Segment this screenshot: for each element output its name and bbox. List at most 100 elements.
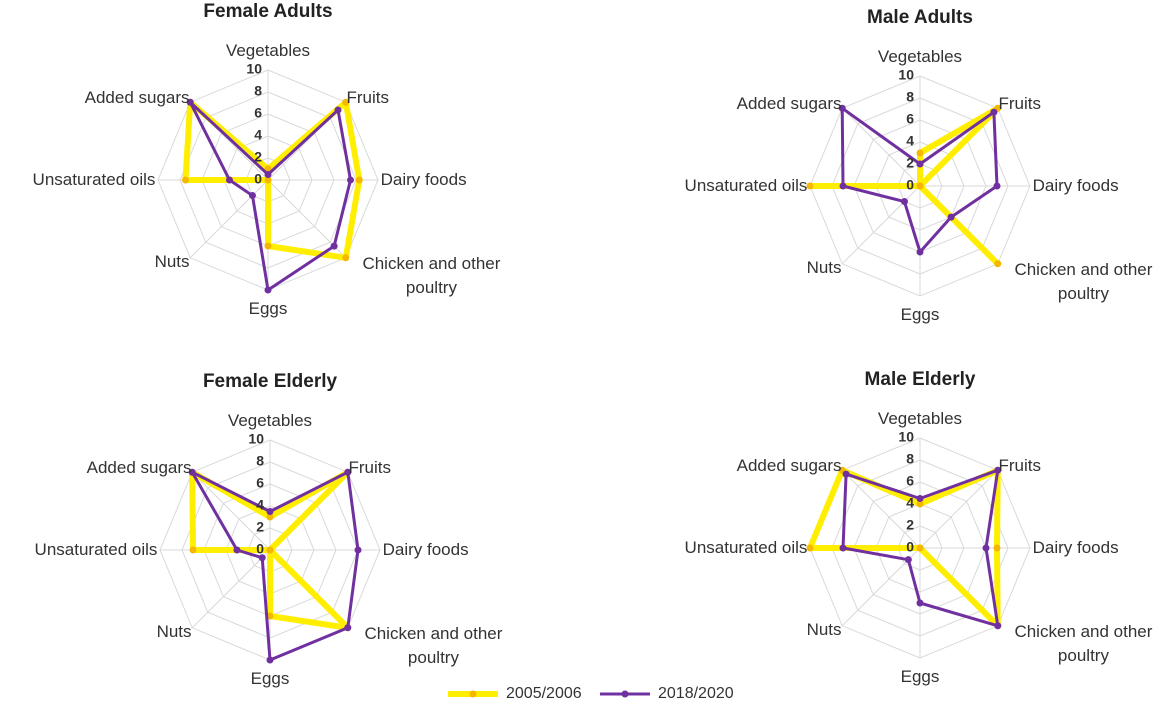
data-point <box>916 149 924 157</box>
category-label: Eggs <box>248 298 288 318</box>
data-point <box>904 556 912 564</box>
category-label: Eggs <box>250 668 290 688</box>
data-point <box>916 599 924 607</box>
data-point <box>330 242 338 250</box>
category-label: Fruits <box>998 93 1041 113</box>
tick-label: 8 <box>254 83 262 99</box>
data-point <box>900 198 908 206</box>
spoke <box>841 185 921 265</box>
category-label-box: Fruits <box>348 458 391 477</box>
data-point <box>266 513 274 521</box>
data-point <box>266 546 274 554</box>
category-label-box: Fruits <box>346 87 389 107</box>
tick-label: 10 <box>898 67 914 83</box>
data-point <box>344 624 352 632</box>
tick-label: 8 <box>906 451 914 467</box>
data-point <box>264 171 272 178</box>
category-label-box: Dairy foods <box>1032 176 1119 195</box>
legend-label: 2005/2006 <box>506 685 582 702</box>
tick-label: 10 <box>248 431 264 447</box>
data-point <box>916 248 924 256</box>
spoke <box>919 469 999 549</box>
data-point <box>182 176 189 184</box>
data-point <box>916 544 924 552</box>
category-label: Chicken and other poultry <box>364 624 503 668</box>
category-label-box: Unsaturated oils <box>685 176 808 195</box>
data-point <box>916 182 924 190</box>
data-point <box>248 192 256 200</box>
category-label: Eggs <box>900 304 940 324</box>
category-label: Added sugars <box>86 457 192 477</box>
data-point <box>806 182 814 190</box>
category-label-box: Nuts <box>154 252 190 272</box>
category-label-box: Nuts <box>156 622 192 642</box>
category-label: Added sugars <box>736 93 842 113</box>
category-label-box: Eggs <box>250 668 290 688</box>
data-point <box>994 622 1002 630</box>
category-label: Unsaturated oils <box>32 170 156 189</box>
category-label: Vegetables <box>227 411 313 431</box>
data-point <box>916 500 924 508</box>
data-point <box>839 544 847 552</box>
data-point <box>266 656 274 664</box>
tick-label: 8 <box>256 453 264 469</box>
data-point <box>264 165 272 173</box>
category-label-box: Dairy foods <box>380 170 467 189</box>
data-point <box>266 508 274 515</box>
category-label-box: Chicken and other poultry <box>1014 260 1153 304</box>
category-label: Vegetables <box>877 409 963 429</box>
tick-label: 4 <box>906 133 914 149</box>
category-label: Dairy foods <box>380 170 467 189</box>
tick-label: 6 <box>906 473 914 489</box>
tick-label: 2 <box>906 517 914 533</box>
tick-label: 0 <box>256 541 264 557</box>
spoke <box>189 179 269 259</box>
category-label-box: Nuts <box>807 258 842 277</box>
tick-label: 10 <box>246 61 262 77</box>
legend-marker <box>621 690 629 698</box>
data-point <box>258 554 266 562</box>
data-point <box>806 544 814 552</box>
series-line <box>190 470 360 662</box>
tick-label: 6 <box>256 475 264 491</box>
category-label-box: Fruits <box>998 456 1041 475</box>
data-point <box>993 182 1001 190</box>
category-label: Dairy foods <box>1032 538 1119 557</box>
data-point <box>264 286 272 294</box>
category-label-box: Vegetables <box>878 47 962 66</box>
spoke <box>191 471 271 551</box>
category-label: Added sugars <box>84 87 190 107</box>
category-label: Chicken and other poultry <box>1014 260 1153 304</box>
spoke <box>191 549 271 629</box>
category-label: Added sugars <box>736 455 842 475</box>
spoke <box>841 107 921 187</box>
category-label: Dairy foods <box>1032 176 1119 195</box>
category-label-box: Nuts <box>807 620 842 639</box>
tick-label: 10 <box>898 429 914 445</box>
legend-label: 2018/2020 <box>658 685 734 702</box>
tick-label: 2 <box>254 149 262 165</box>
tick-label: 4 <box>256 497 264 513</box>
category-label: Fruits <box>346 87 389 107</box>
data-point <box>354 546 362 554</box>
tick-label: 2 <box>906 155 914 171</box>
tick-label: 8 <box>906 89 914 105</box>
data-point <box>334 106 342 114</box>
category-label-box: Vegetables <box>226 41 310 60</box>
data-point <box>226 176 233 184</box>
category-label: Nuts <box>156 622 192 642</box>
legend-marker <box>469 690 477 698</box>
category-label-box: Dairy foods <box>1032 538 1119 557</box>
data-point <box>947 213 955 221</box>
data-point <box>188 468 196 476</box>
category-label: Chicken and other poultry <box>362 254 501 298</box>
data-point <box>264 242 272 250</box>
category-label: Nuts <box>154 252 190 272</box>
data-point <box>355 176 363 184</box>
category-label-box: Unsaturated oils <box>35 540 158 559</box>
category-label-box: Added sugars <box>86 457 192 477</box>
series-line <box>807 467 1001 629</box>
tick-label: 6 <box>254 105 262 121</box>
data-point <box>264 176 272 184</box>
